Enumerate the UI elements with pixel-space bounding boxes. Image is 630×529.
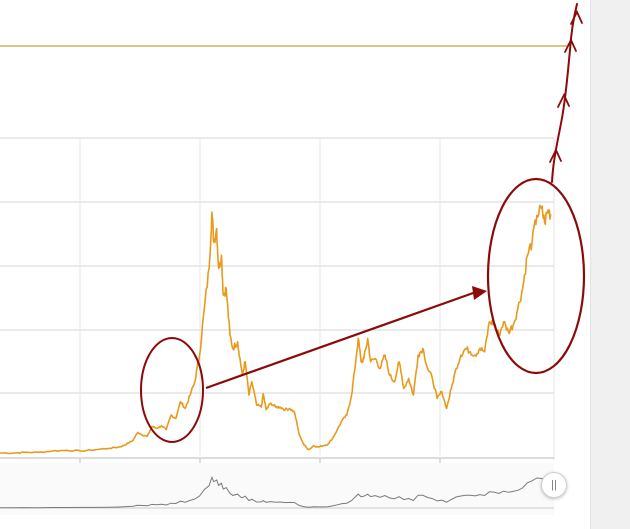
squiggle-arrow-head	[570, 9, 583, 25]
circle-2017	[140, 337, 204, 443]
price-line	[0, 204, 552, 455]
circle-2020	[486, 177, 586, 375]
trend-arrow-head	[472, 286, 487, 300]
navigator-series	[0, 463, 554, 515]
squiggle-arrow-head	[564, 37, 577, 53]
trend-arrow-shaft	[205, 290, 477, 390]
annotations	[140, 3, 586, 443]
price-chart: 20162017201820192020	[0, 3, 586, 515]
navigator-handle[interactable]: ||	[541, 472, 567, 498]
grid-lines	[0, 137, 555, 460]
squiggle-arrow-head	[557, 92, 570, 108]
navigator-line	[0, 476, 552, 509]
navigator-background	[0, 463, 554, 515]
vertical-scrollbar[interactable]	[590, 0, 630, 529]
squiggle-arrow-head	[549, 147, 562, 163]
upward-squiggle	[551, 3, 578, 183]
